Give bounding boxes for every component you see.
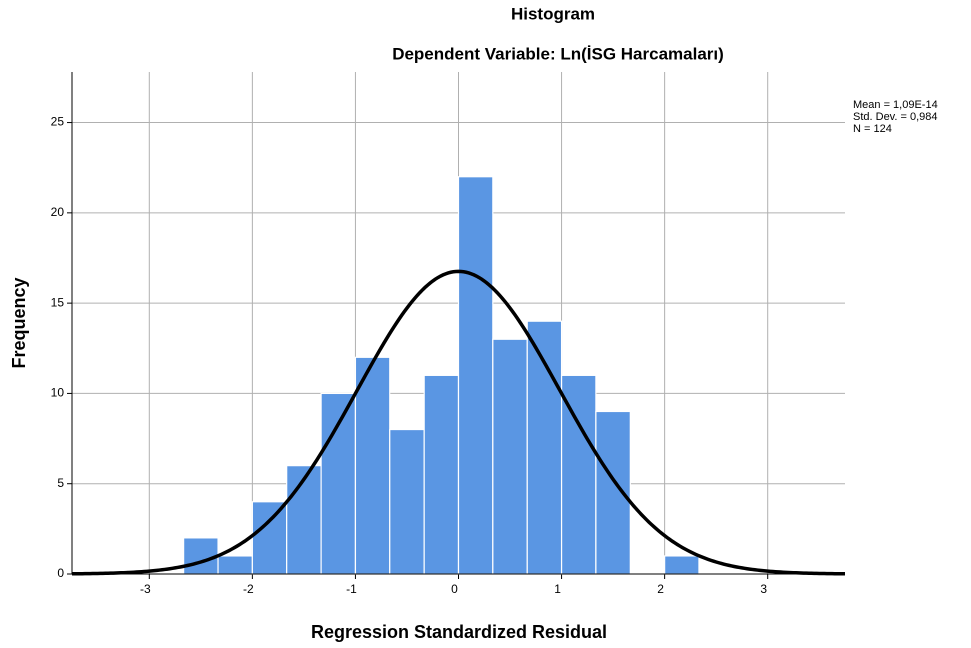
x-tick-label: -1 — [346, 582, 357, 596]
x-tick-label: 2 — [657, 582, 664, 596]
x-tick-label: -2 — [243, 582, 254, 596]
bar — [251, 501, 288, 575]
chart-title: Histogram — [511, 4, 595, 23]
chart-subtitle: Dependent Variable: Ln(İSG Harcamaları) — [392, 44, 724, 63]
y-tick-label: 5 — [57, 476, 64, 490]
bar — [664, 555, 700, 575]
x-tick-label: 3 — [760, 582, 767, 596]
bar — [389, 428, 425, 575]
y-tick-label: 25 — [51, 115, 65, 129]
bar — [320, 392, 357, 575]
stat-label: Mean = 1,09E-14 — [853, 99, 938, 111]
x-tick-label: -3 — [140, 582, 151, 596]
stat-label: N = 124 — [853, 123, 892, 135]
bar — [354, 356, 391, 575]
y-tick-label: 0 — [57, 566, 64, 580]
bar — [492, 338, 528, 575]
stat-label: Std. Dev. = 0,984 — [853, 111, 938, 123]
y-tick-label: 20 — [51, 205, 65, 219]
x-axis-label: Regression Standardized Residual — [311, 622, 607, 642]
x-tick-label: 0 — [451, 582, 458, 596]
y-tick-label: 15 — [51, 295, 65, 309]
x-tick-label: 1 — [554, 582, 561, 596]
normal-curve — [71, 269, 846, 576]
bar — [457, 176, 494, 575]
y-axis-label: Frequency — [9, 277, 29, 368]
bar — [183, 537, 219, 575]
bar — [423, 374, 460, 575]
y-tick-label: 10 — [51, 386, 65, 400]
bar — [217, 555, 253, 575]
